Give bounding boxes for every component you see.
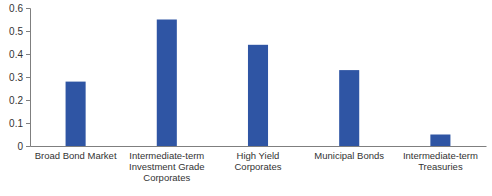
y-tick-label: 0 [17,141,23,152]
y-tick: 0.4 [9,49,30,60]
x-tick: Intermediate-termTreasuries [403,146,478,172]
y-tick: 0.2 [9,95,30,106]
bar [248,45,268,146]
x-tick: Intermediate-termInvestment GradeCorpora… [129,146,205,183]
y-tick: 0.5 [9,26,30,37]
y-tick: 0.6 [9,3,30,14]
x-tick-label: Broad Bond Market [35,150,117,161]
x-tick-label: High YieldCorporates [235,150,282,172]
y-tick-label: 0.1 [9,118,23,129]
x-tick: High YieldCorporates [235,146,282,172]
y-tick-label: 0.4 [9,49,23,60]
y-tick: 0.3 [9,72,30,83]
x-tick-label: Intermediate-termTreasuries [403,150,478,172]
bar [157,20,177,147]
bars [66,20,451,147]
bar [339,70,359,146]
x-axis-line [31,146,487,147]
y-axis-line [26,9,31,147]
bar [66,82,86,146]
plot: 0 0.1 0.2 0.3 0.4 0.5 0.6 Broad Bond Market Inte… [9,3,486,183]
y-tick-mark [26,100,30,101]
y-tick-label: 0.2 [9,95,23,106]
x-tick: Municipal Bonds [314,146,384,161]
y-tick-mark [26,54,30,55]
y-tick-label: 0.3 [9,72,23,83]
y-tick-mark [26,123,30,124]
x-axis: Broad Bond Market Intermediate-termInvest… [31,146,487,183]
y-tick-label: 0.6 [9,3,23,14]
y-axis: 0 0.1 0.2 0.3 0.4 0.5 0.6 [9,3,30,152]
bar [430,135,450,147]
y-tick-mark [26,8,30,9]
y-tick-mark [26,77,30,78]
y-tick: 0 [17,141,30,152]
x-tick-label: Intermediate-termInvestment GradeCorpora… [129,150,205,183]
x-tick: Broad Bond Market [35,146,117,161]
y-tick-mark [26,146,30,147]
x-tick-label: Municipal Bonds [314,150,384,161]
chart: 0 0.1 0.2 0.3 0.4 0.5 0.6 Broad Bond Market Inte… [0,0,492,196]
y-tick: 0.1 [9,118,30,129]
y-tick-mark [26,31,30,32]
y-tick-label: 0.5 [9,26,23,37]
